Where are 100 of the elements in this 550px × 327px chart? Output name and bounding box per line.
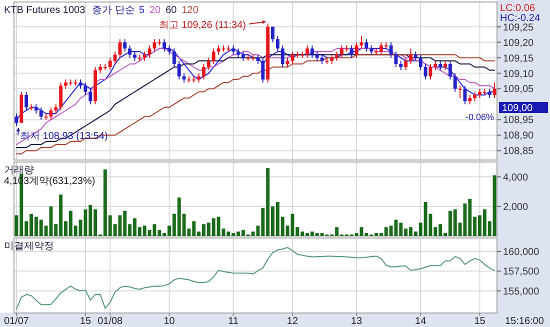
candlestick: [241, 51, 245, 62]
chart-title: 거래량: [4, 165, 34, 176]
y-tick-label: 109,15: [503, 53, 534, 64]
candlestick: [418, 54, 422, 71]
candlestick: [488, 88, 492, 99]
candlestick: [49, 106, 53, 120]
text: 20: [150, 5, 162, 16]
candlestick: [414, 51, 418, 62]
candlestick: [162, 38, 166, 52]
annotation: 최고 109,26 (11:34): [158, 20, 246, 31]
candlestick: [276, 36, 280, 52]
candlestick: [14, 113, 18, 126]
candlestick: [108, 57, 112, 71]
candlestick: [448, 60, 452, 80]
legend-title: 종가 단순: [92, 5, 135, 16]
candlestick: [310, 44, 314, 58]
x-tick-label: 12: [286, 316, 298, 327]
candlestick: [315, 51, 319, 62]
y-tick-label: 4,000: [503, 172, 528, 184]
candlestick: [113, 51, 117, 64]
chart-title: KTB Futures 1003: [4, 5, 86, 16]
candlestick: [59, 82, 63, 111]
candlestick: [118, 38, 122, 58]
x-tick-label: 01/08: [98, 316, 124, 327]
text: 5: [138, 5, 145, 16]
candlestick: [444, 60, 447, 71]
candlestick: [148, 44, 152, 58]
candlestick: [330, 54, 334, 64]
candlestick: [399, 60, 403, 71]
candlestick: [463, 85, 467, 105]
y-tick-label: 109,05: [503, 84, 534, 96]
y-tick-label: 109,10: [503, 68, 534, 80]
candlestick: [84, 82, 88, 96]
candlestick: [364, 38, 368, 52]
candlestick: [78, 78, 82, 90]
candlestick: [424, 63, 428, 80]
candlestick: [404, 57, 408, 71]
candlestick: [350, 44, 354, 58]
text: 60: [166, 5, 178, 16]
candlestick: [458, 85, 462, 99]
x-tick-label: 13: [350, 316, 363, 327]
candlestick: [172, 48, 176, 68]
text: HC:-0.24: [500, 13, 540, 24]
candlestick: [280, 44, 284, 68]
candlestick: [360, 36, 364, 49]
candlestick: [128, 44, 132, 58]
x-tick-label: 15: [80, 316, 92, 327]
candlestick: [197, 72, 201, 84]
chart-title: 미결제약정: [4, 241, 54, 252]
candlestick: [306, 44, 309, 58]
candlestick: [271, 26, 274, 43]
candlestick: [88, 88, 92, 105]
y-tick-label: 109,25: [503, 22, 534, 34]
y-tick-label: 160,000: [503, 246, 540, 258]
candlestick: [434, 60, 438, 71]
candlestick: [409, 48, 412, 64]
candlestick: [39, 106, 43, 120]
candlestick: [123, 38, 127, 52]
candlestick: [438, 60, 442, 71]
y-tick-label: 108,95: [503, 115, 534, 126]
y-tick-label: 108,85: [503, 146, 534, 158]
candlestick: [54, 104, 58, 114]
x-tick-label: 11: [228, 316, 239, 327]
candlestick: [428, 63, 432, 80]
candlestick: [34, 104, 38, 114]
candlestick: [286, 57, 290, 68]
text: 15:16:00: [505, 316, 544, 327]
candlestick: [206, 57, 210, 71]
candlestick: [232, 44, 236, 56]
candlestick: [394, 51, 398, 68]
candlestick: [453, 72, 457, 92]
candlestick: [261, 57, 265, 84]
candlestick: [212, 48, 216, 64]
candlestick: [24, 91, 28, 111]
candlestick: [335, 51, 339, 62]
annotation: -0.06%: [465, 112, 494, 122]
candlestick: [370, 44, 374, 56]
candlestick: [177, 60, 181, 80]
y-tick-label: 108,90: [503, 130, 534, 142]
x-tick-label: 10: [164, 316, 176, 327]
candlestick: [236, 48, 240, 58]
y-tick-label: 155,000: [503, 286, 540, 298]
text: LC:0.06: [500, 3, 536, 14]
candlestick: [473, 91, 477, 102]
x-tick-label: 15: [474, 316, 486, 327]
candlestick: [202, 63, 206, 80]
candlestick: [354, 42, 358, 58]
text: 109,00: [502, 103, 534, 114]
candlestick: [182, 72, 186, 84]
y-tick-label: 109,20: [503, 38, 534, 49]
candlestick: [133, 51, 136, 62]
candlestick: [389, 42, 393, 58]
text: 120: [182, 5, 199, 16]
y-tick-label: 2,000: [503, 202, 528, 213]
x-tick-label: 01/07: [4, 316, 30, 327]
candlestick: [468, 94, 472, 105]
x-tick-label: 14: [415, 316, 427, 327]
candlestick: [492, 82, 496, 99]
candlestick: [168, 44, 171, 56]
y-tick-label: 157,500: [503, 266, 540, 278]
